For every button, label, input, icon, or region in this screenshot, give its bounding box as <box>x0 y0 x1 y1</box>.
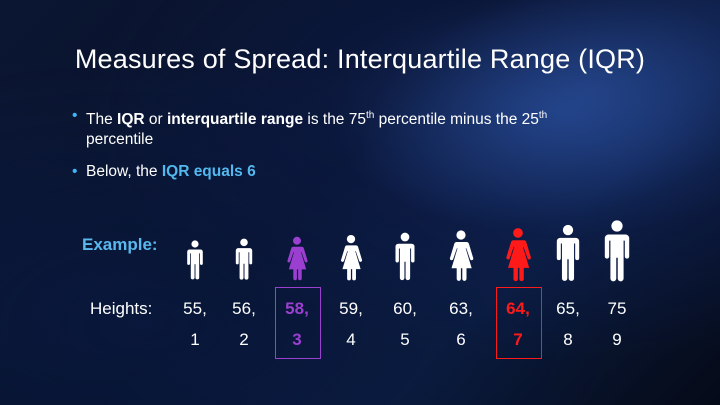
woman-icon <box>287 236 308 281</box>
height-value: 56, <box>232 299 256 318</box>
height-value: 55, <box>183 299 207 318</box>
woman-icon <box>340 234 363 281</box>
height-value: 64, <box>506 299 530 318</box>
example-label: Example: <box>82 235 158 254</box>
bullet-iqr-definition: • The IQR or interquartile range is the … <box>72 107 548 148</box>
percentile-25-box <box>275 287 321 359</box>
slide-title: Measures of Spread: Interquartile Range … <box>74 44 646 74</box>
heights-label: Heights: <box>90 299 153 318</box>
height-value: 60, <box>393 299 417 318</box>
man-icon <box>187 240 203 280</box>
rank-value: 4 <box>346 330 356 349</box>
rank-value: 8 <box>563 330 573 349</box>
height-value: 59, <box>339 299 363 318</box>
bullet-dot-icon: • <box>72 107 78 124</box>
woman-icon <box>506 228 531 282</box>
man-icon <box>556 224 580 281</box>
rank-value: 7 <box>513 330 523 349</box>
man-icon <box>235 238 253 280</box>
rank-value: 2 <box>239 330 249 349</box>
rank-value: 6 <box>456 330 466 349</box>
percentile-75-box <box>496 287 542 359</box>
height-value: 65, <box>556 299 580 318</box>
man-icon <box>604 220 630 282</box>
rank-value: 5 <box>400 330 410 349</box>
bullet-iqr-value: • Below, the IQR equals 6 <box>72 163 256 180</box>
bullet-list: • The IQR or interquartile range is the … <box>72 106 672 194</box>
bullet-dot-icon: • <box>72 163 78 180</box>
woman-icon <box>449 230 474 281</box>
rank-value: 1 <box>190 330 200 349</box>
man-icon <box>395 232 415 281</box>
rank-value: 9 <box>612 330 622 349</box>
height-value: 75 <box>607 299 627 318</box>
rank-value: 3 <box>292 330 302 349</box>
height-value: 63, <box>449 299 473 318</box>
height-value: 58, <box>285 299 309 318</box>
